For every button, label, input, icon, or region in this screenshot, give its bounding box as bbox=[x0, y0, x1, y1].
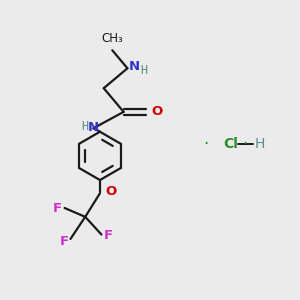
Text: F: F bbox=[60, 235, 69, 248]
Text: F: F bbox=[104, 230, 113, 242]
Text: Cl: Cl bbox=[224, 137, 238, 151]
Text: ·: · bbox=[203, 135, 208, 153]
Text: O: O bbox=[105, 185, 116, 198]
Text: H: H bbox=[254, 137, 265, 151]
Text: N: N bbox=[87, 121, 98, 134]
Text: F: F bbox=[53, 202, 62, 214]
Text: O: O bbox=[151, 105, 162, 119]
Text: ·: · bbox=[242, 135, 248, 153]
Text: H: H bbox=[140, 64, 147, 77]
Text: CH₃: CH₃ bbox=[101, 32, 123, 45]
Text: H: H bbox=[82, 120, 89, 133]
Text: N: N bbox=[129, 60, 140, 73]
